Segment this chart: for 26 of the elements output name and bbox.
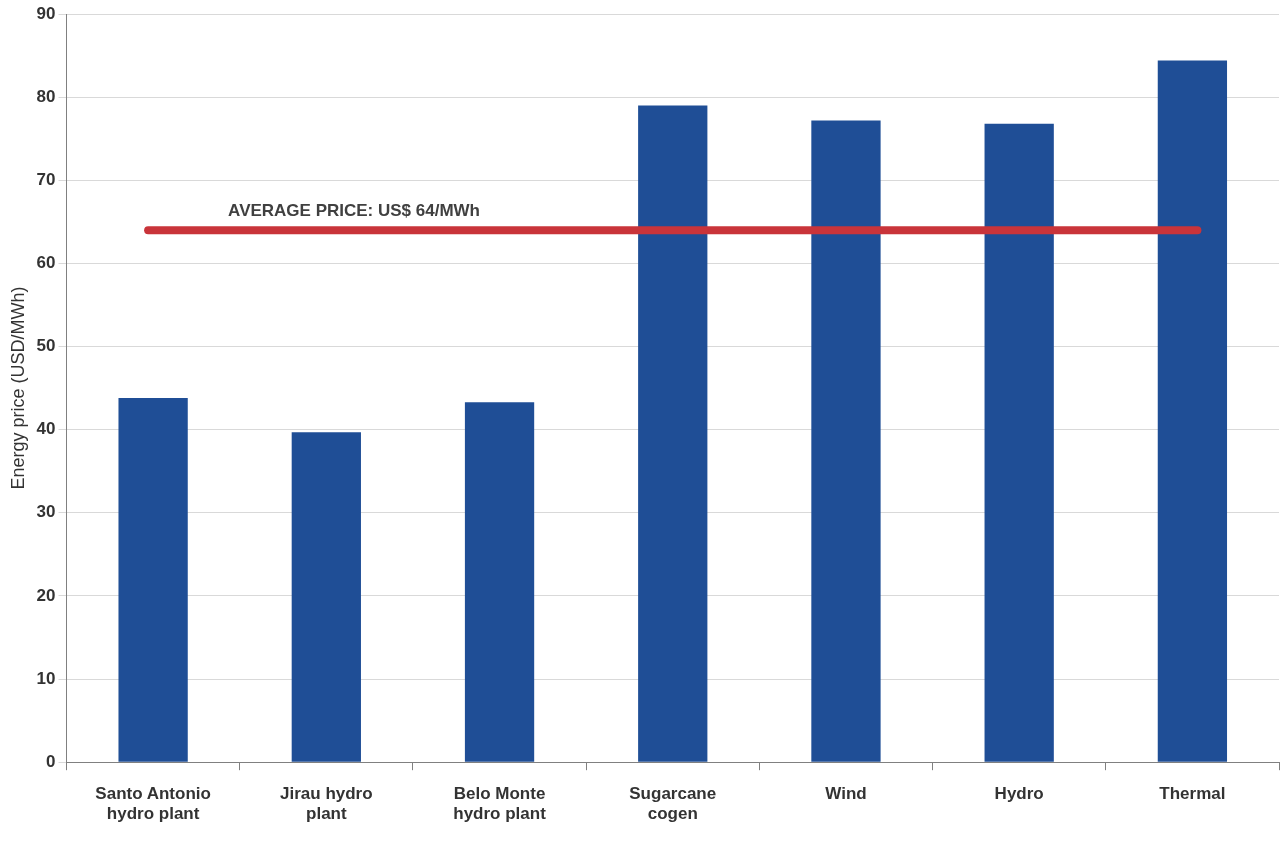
y-axis-title: Energy price (USD/MWh) (7, 286, 28, 490)
y-tick-label: 90 (36, 3, 56, 23)
y-tick-label: 40 (36, 419, 56, 439)
x-tick-label: Jirau hydro plant (280, 784, 373, 824)
bar (291, 432, 361, 762)
y-tick-label: 80 (36, 86, 56, 106)
x-tick-label: Thermal (1159, 784, 1226, 804)
x-tick-label: Sugarcane cogen (629, 784, 717, 824)
y-tick-label: 70 (36, 169, 56, 189)
y-tick-label: 20 (36, 585, 56, 605)
y-tick-label: 30 (36, 502, 56, 522)
bar (638, 105, 708, 762)
y-tick-label: 60 (36, 253, 56, 273)
ref-line-label: AVERAGE PRICE: US$ 64/MWh (228, 201, 481, 221)
x-tick-label: Wind (825, 784, 867, 804)
x-tick-label: Belo Monte hydro plant (453, 784, 547, 824)
y-tick-label: 50 (36, 336, 56, 356)
y-tick-label: 10 (36, 668, 56, 688)
y-tick-label: 0 (46, 751, 56, 771)
x-tick-label: Hydro (994, 784, 1044, 804)
bar (1157, 60, 1228, 762)
bar (811, 120, 881, 762)
bar (118, 398, 188, 762)
bar (464, 402, 535, 762)
bar (984, 123, 1054, 762)
x-tick-label: Santo Antonio hydro plant (95, 784, 211, 824)
